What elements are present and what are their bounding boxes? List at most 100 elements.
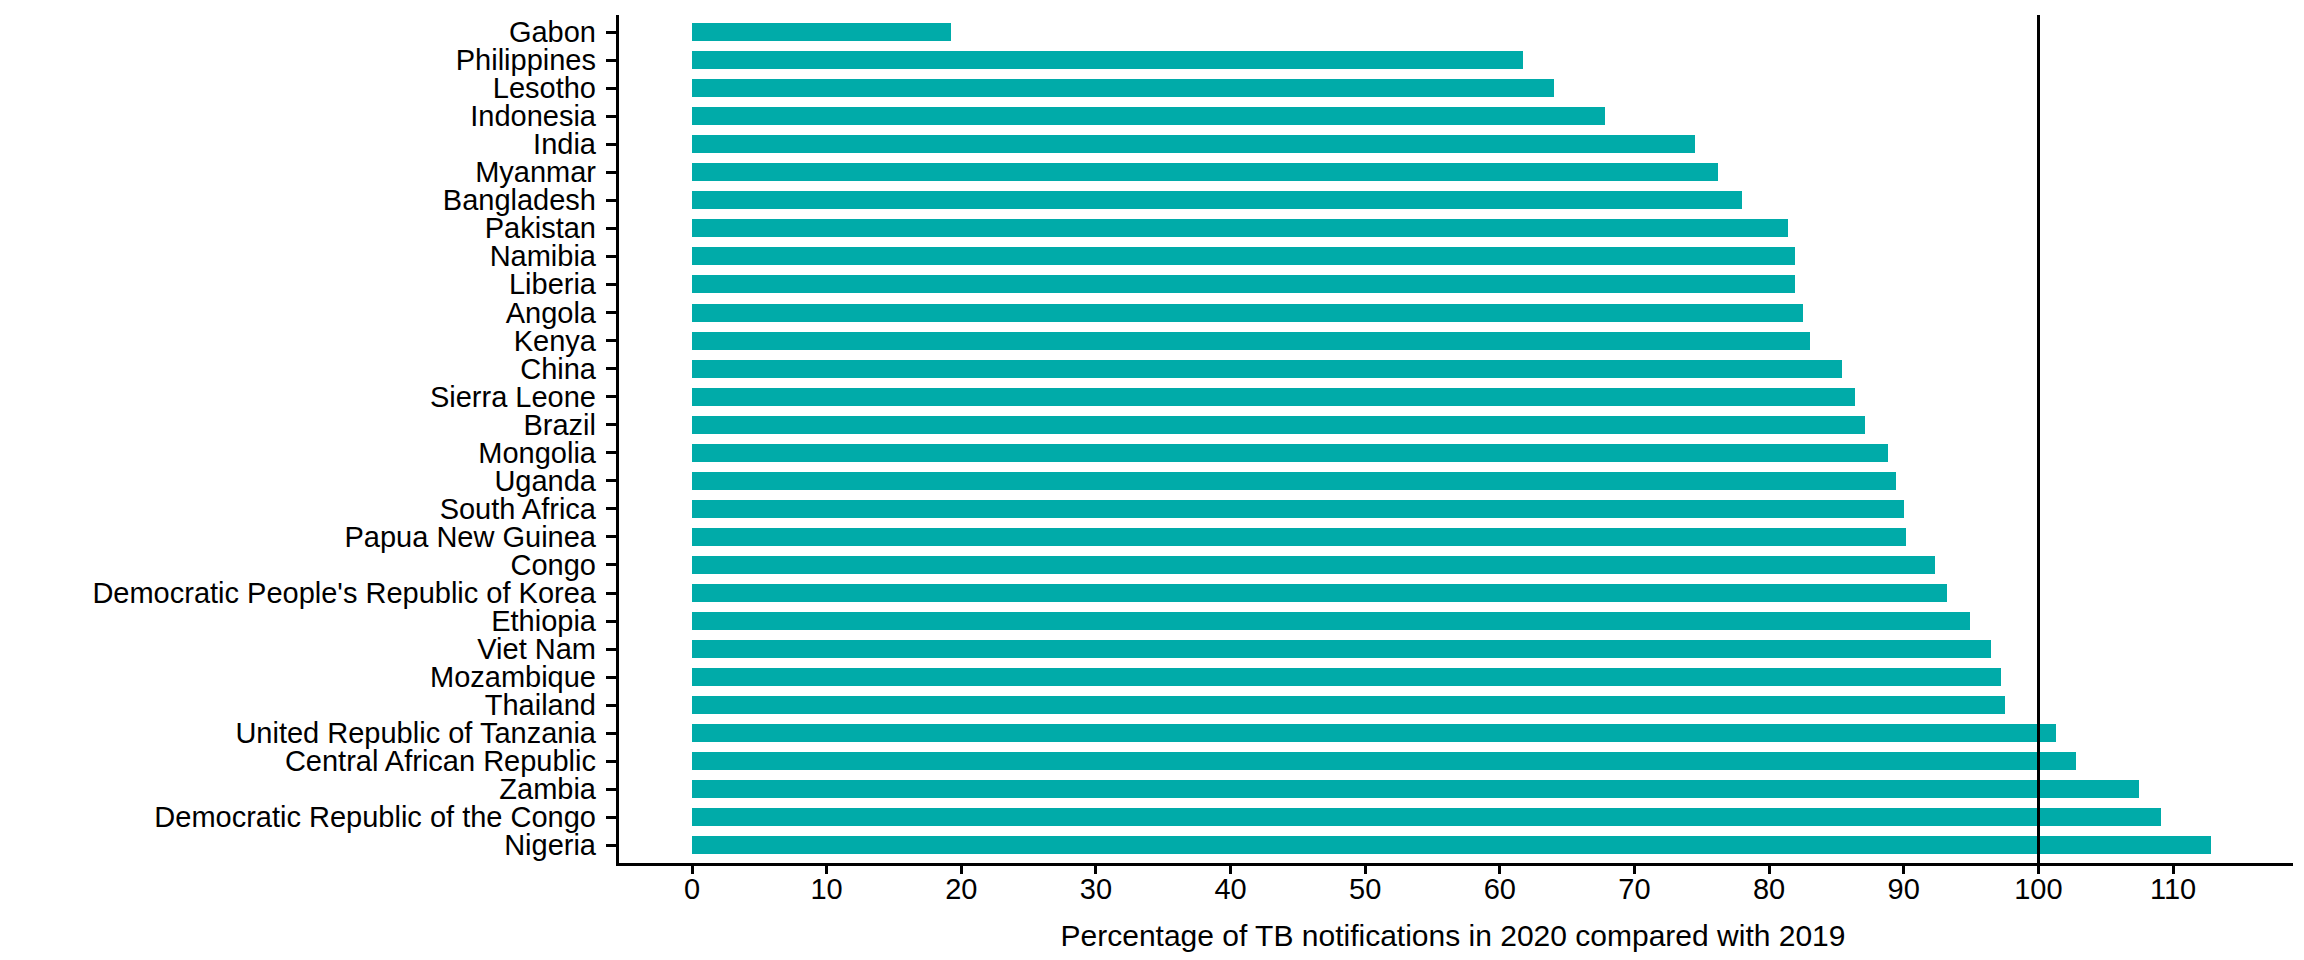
y-label-pakistan: Pakistan [0,213,596,243]
bar-south-africa [692,500,1904,518]
y-tick-lesotho [606,87,616,90]
x-axis-title: Percentage of TB notifications in 2020 c… [616,918,2290,954]
y-tick-united-republic-of-tanzania [606,732,616,735]
y-tick-democratic-people-s-republic-of-korea [606,592,616,595]
bar-gabon [692,23,951,41]
bar-india [692,135,1695,153]
x-tick-label-10: 10 [767,872,887,906]
y-tick-liberia [606,283,616,286]
x-tick-label-40: 40 [1171,872,1291,906]
x-tick-label-20: 20 [901,872,1021,906]
y-label-ethiopia: Ethiopia [0,606,596,636]
y-label-bangladesh: Bangladesh [0,185,596,215]
bar-sierra-leone [692,388,1855,406]
bar-china [692,360,1842,378]
bar-ethiopia [692,612,1970,630]
y-label-kenya: Kenya [0,326,596,356]
y-label-central-african-republic: Central African Republic [0,746,596,776]
x-tick-label-50: 50 [1305,872,1425,906]
y-tick-congo [606,563,616,566]
bar-thailand [692,696,2005,714]
y-tick-indonesia [606,115,616,118]
y-label-nigeria: Nigeria [0,830,596,860]
y-tick-pakistan [606,227,616,230]
y-label-brazil: Brazil [0,410,596,440]
reference-line-100 [2037,15,2040,863]
y-tick-mozambique [606,676,616,679]
y-label-indonesia: Indonesia [0,101,596,131]
y-label-gabon: Gabon [0,17,596,47]
bar-pakistan [692,219,1788,237]
y-label-namibia: Namibia [0,241,596,271]
y-label-united-republic-of-tanzania: United Republic of Tanzania [0,718,596,748]
y-tick-mongolia [606,451,616,454]
bar-democratic-republic-of-the-congo [692,808,2161,826]
x-tick-label-100: 100 [1978,872,2098,906]
y-label-india: India [0,129,596,159]
y-label-mongolia: Mongolia [0,438,596,468]
x-tick-label-30: 30 [1036,872,1156,906]
bar-kenya [692,332,1810,350]
y-label-democratic-people-s-republic-of-korea: Democratic People's Republic of Korea [0,578,596,608]
y-tick-nigeria [606,844,616,847]
y-tick-kenya [606,339,616,342]
y-label-thailand: Thailand [0,690,596,720]
y-label-china: China [0,354,596,384]
y-tick-bangladesh [606,199,616,202]
y-tick-angola [606,311,616,314]
y-tick-south-africa [606,507,616,510]
y-tick-central-african-republic [606,760,616,763]
bar-philippines [692,51,1523,69]
y-tick-ethiopia [606,620,616,623]
y-label-myanmar: Myanmar [0,157,596,187]
bar-democratic-people-s-republic-of-korea [692,584,1947,602]
bar-namibia [692,247,1795,265]
bar-papua-new-guinea [692,528,1906,546]
bar-angola [692,304,1803,322]
y-label-papua-new-guinea: Papua New Guinea [0,522,596,552]
y-tick-uganda [606,479,616,482]
tb-notifications-bar-chart: GabonPhilippinesLesothoIndonesiaIndiaMya… [0,0,2304,960]
bar-bangladesh [692,191,1742,209]
x-tick-label-60: 60 [1440,872,1560,906]
bar-indonesia [692,107,1605,125]
bar-central-african-republic [692,752,2076,770]
bar-congo [692,556,1935,574]
x-tick-label-80: 80 [1709,872,1829,906]
y-label-liberia: Liberia [0,269,596,299]
y-tick-china [606,367,616,370]
y-tick-viet-nam [606,648,616,651]
bar-mongolia [692,444,1888,462]
y-label-zambia: Zambia [0,774,596,804]
bar-liberia [692,275,1795,293]
bar-zambia [692,780,2139,798]
x-tick-label-70: 70 [1574,872,1694,906]
y-tick-philippines [606,59,616,62]
bar-united-republic-of-tanzania [692,724,2056,742]
y-label-sierra-leone: Sierra Leone [0,382,596,412]
x-tick-label-90: 90 [1844,872,1964,906]
y-label-uganda: Uganda [0,466,596,496]
y-label-democratic-republic-of-the-congo: Democratic Republic of the Congo [0,802,596,832]
x-tick-label-0: 0 [632,872,752,906]
x-tick-label-110: 110 [2113,872,2233,906]
bar-viet-nam [692,640,1991,658]
bar-mozambique [692,668,2001,686]
bar-brazil [692,416,1865,434]
y-tick-brazil [606,423,616,426]
y-tick-sierra-leone [606,395,616,398]
y-tick-india [606,143,616,146]
y-label-lesotho: Lesotho [0,73,596,103]
y-label-mozambique: Mozambique [0,662,596,692]
bar-uganda [692,472,1896,490]
y-label-angola: Angola [0,298,596,328]
y-label-congo: Congo [0,550,596,580]
y-label-south-africa: South Africa [0,494,596,524]
y-tick-papua-new-guinea [606,535,616,538]
y-tick-myanmar [606,171,616,174]
y-tick-democratic-republic-of-the-congo [606,816,616,819]
y-label-viet-nam: Viet Nam [0,634,596,664]
y-tick-namibia [606,255,616,258]
bar-myanmar [692,163,1718,181]
y-tick-thailand [606,704,616,707]
